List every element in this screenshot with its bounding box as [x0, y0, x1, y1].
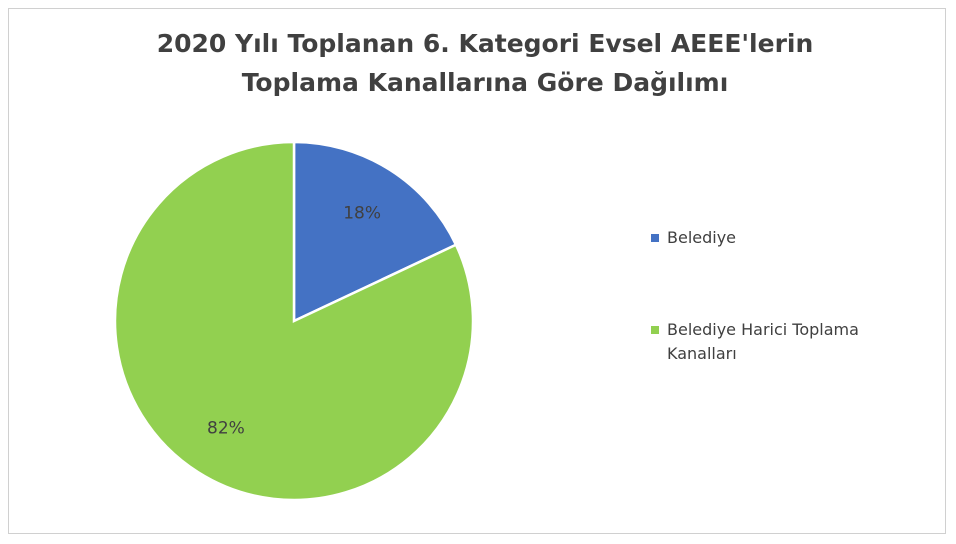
data-label: 82% [207, 418, 245, 438]
pie-slice [292, 140, 458, 323]
legend-swatch [651, 326, 659, 334]
chart-title: 2020 Yılı Toplanan 6. Kategori Evsel AEE… [156, 29, 814, 97]
chart-frame [8, 8, 946, 534]
pie-slice [113, 140, 475, 502]
legend-label: Belediye Harici Toplama Kanalları [667, 320, 859, 363]
legend-swatch [651, 234, 659, 242]
data-label: 18% [343, 204, 381, 224]
legend-label: Belediye [667, 228, 737, 247]
